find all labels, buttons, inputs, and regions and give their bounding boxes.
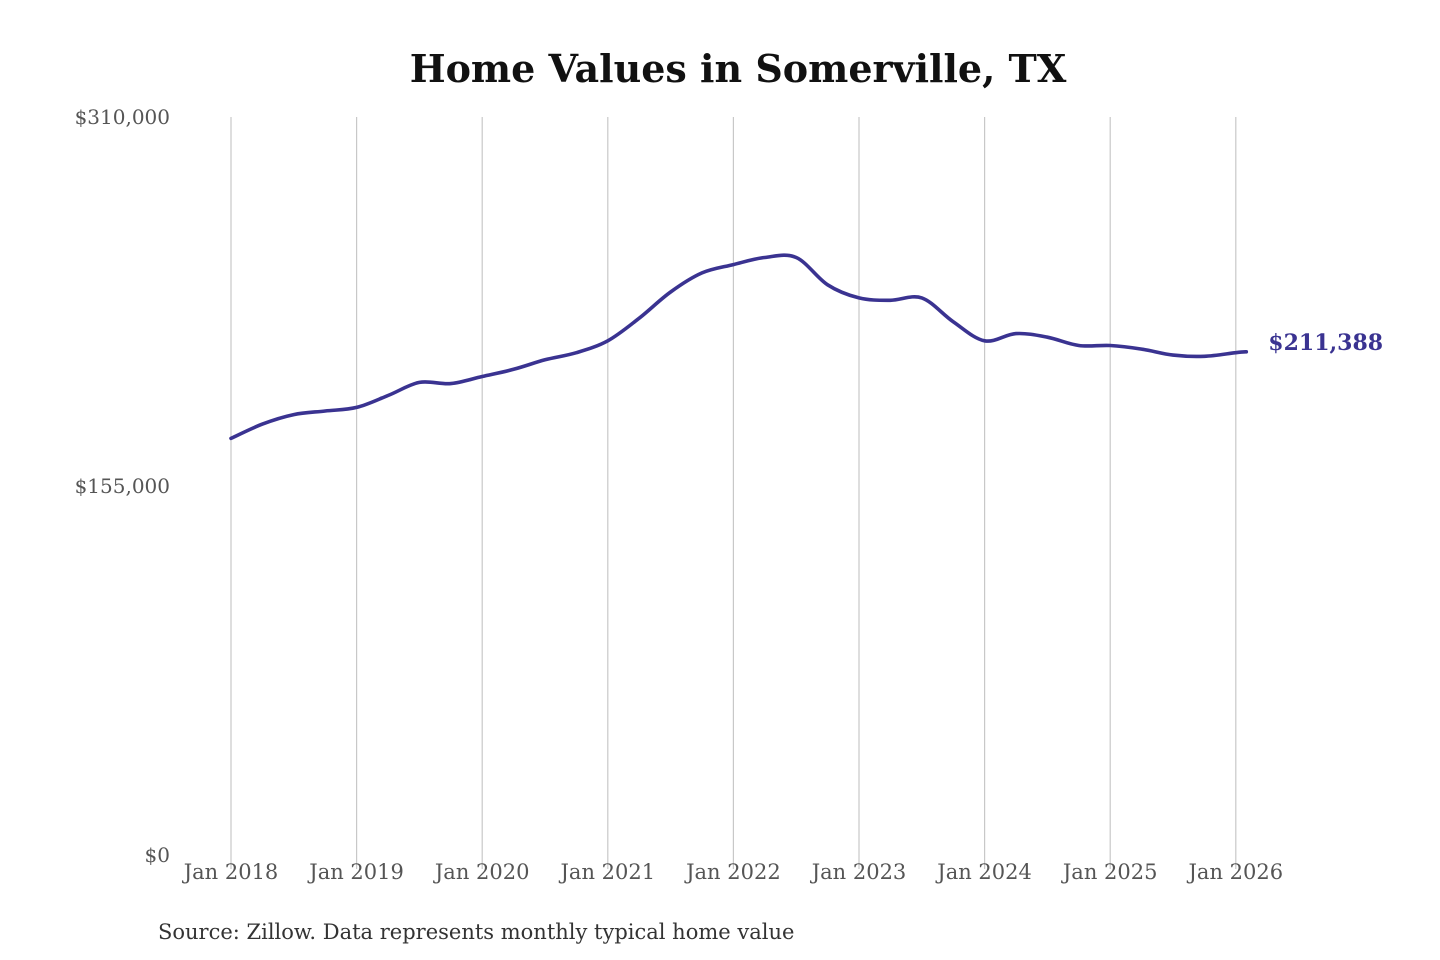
data-point [637, 316, 641, 320]
data-point [826, 283, 830, 287]
data-point [1077, 344, 1081, 348]
end-value-label: $211,388 [1268, 330, 1383, 356]
data-point [417, 380, 421, 384]
data-point [386, 394, 390, 398]
data-point [606, 339, 610, 343]
data-point [983, 339, 987, 343]
data-point [1014, 332, 1018, 336]
data-point [1108, 344, 1112, 348]
y-tick-label: $155,000 [75, 474, 170, 498]
x-axis: Jan 2018 Jan 2019 Jan 2020 Jan 2021 Jan 2022… [182, 860, 1283, 884]
data-point [857, 296, 861, 300]
data-point [1045, 335, 1049, 339]
x-tick-label: Jan 2022 [684, 860, 781, 884]
x-tick-label: Jan 2023 [810, 860, 907, 884]
data-point [355, 405, 359, 409]
data-point [1140, 347, 1144, 351]
data-point [292, 413, 296, 417]
chart-title: Home Values in Somerville, TX [410, 46, 1067, 91]
data-point [323, 409, 327, 413]
x-tick-label: Jan 2018 [182, 860, 279, 884]
data-point [920, 296, 924, 300]
data-point [574, 351, 578, 355]
x-tick-label: Jan 2020 [433, 860, 530, 884]
y-tick-label: $310,000 [75, 105, 170, 129]
data-point [1234, 351, 1238, 355]
x-tick-label: Jan 2025 [1061, 860, 1158, 884]
gridlines [230, 117, 1237, 869]
data-point [260, 422, 264, 426]
data-point [543, 358, 547, 362]
data-point [512, 367, 516, 371]
data-point [763, 256, 767, 260]
data-point [1202, 354, 1206, 358]
data-point [480, 375, 484, 379]
data-point [888, 298, 892, 302]
x-tick-label: Jan 2024 [935, 860, 1032, 884]
data-point [449, 382, 453, 386]
series-line-home-value [229, 253, 1249, 441]
data-point [951, 320, 955, 324]
data-point [1171, 353, 1175, 357]
data-point [1244, 350, 1248, 354]
y-tick-label: $0 [145, 843, 170, 867]
y-axis: $310,000 $155,000 $0 [75, 105, 170, 867]
data-point [229, 436, 233, 440]
data-point [669, 290, 673, 294]
data-point [794, 256, 798, 260]
x-tick-label: Jan 2021 [559, 860, 656, 884]
series-layer: $211,388 [229, 253, 1383, 441]
data-point [731, 263, 735, 267]
source-note: Source: Zillow. Data represents monthly … [158, 920, 794, 944]
x-tick-label: Jan 2019 [307, 860, 404, 884]
x-tick-label: Jan 2026 [1187, 860, 1284, 884]
data-point [700, 271, 704, 275]
